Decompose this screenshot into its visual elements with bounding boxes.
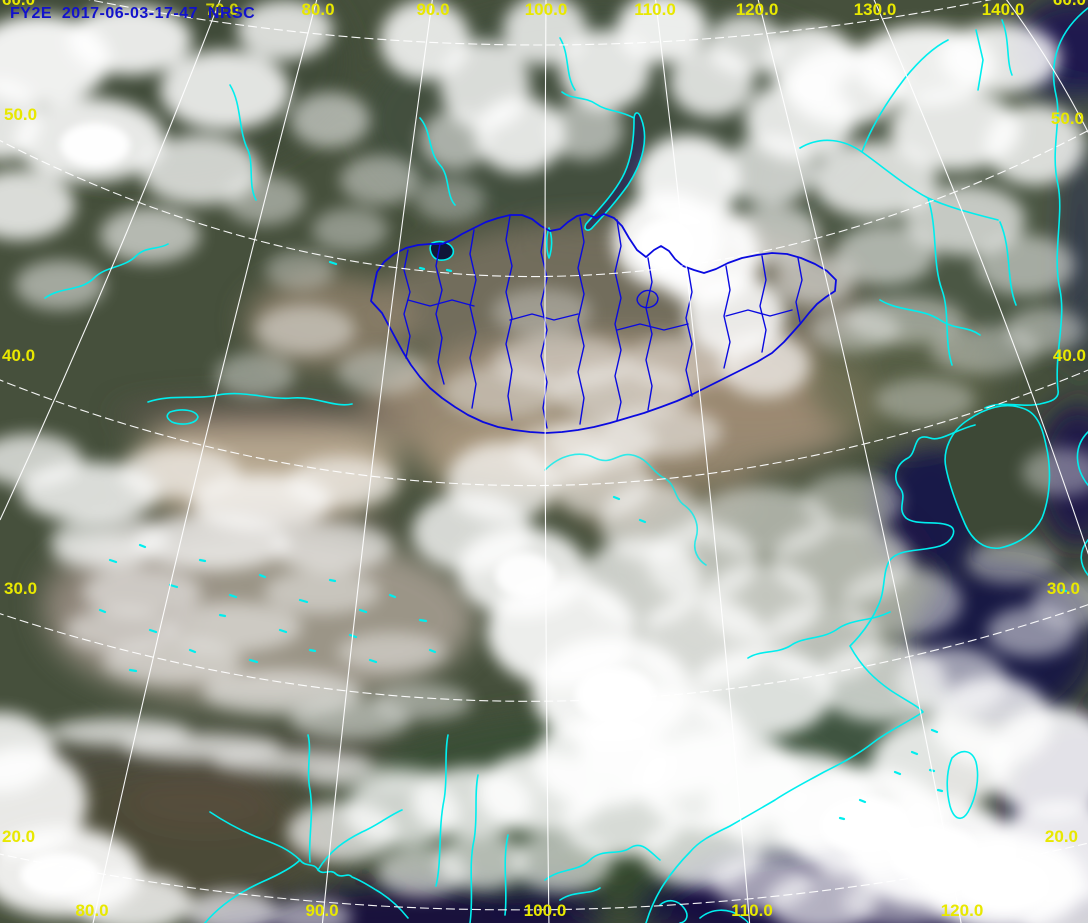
grid-label-top_longitudes-90.0: 90.0 [416,0,450,19]
grid-label-right_latitudes-40.0: 40.0 [1052,346,1086,365]
grid-label-bottom_longitudes-80.0: 80.0 [75,901,109,920]
grid-label-left_latitudes-30.0: 30.0 [4,579,38,598]
grid-label-top_longitudes-80.0: 80.0 [301,0,335,19]
mongolia-provinces [403,215,803,429]
border-layer [370,213,837,434]
grid-label-left_latitudes-20.0: 20.0 [2,827,36,846]
grid-label-right_latitudes-20.0: 20.0 [1044,827,1078,846]
grid-label-bottom_longitudes-90.0: 90.0 [305,901,339,920]
grid-label-right_latitudes-50.0: 50.0 [1050,109,1084,128]
grid-label-right_latitudes-60.0: 60.0 [1053,0,1086,9]
grid-label-bottom_longitudes-120.0: 120.0 [940,901,984,920]
grid-label-left_latitudes-40.0: 40.0 [2,346,36,365]
grid-label-left_latitudes-50.0: 50.0 [4,105,38,124]
korea-peninsula [945,405,1050,549]
grid-label-top_longitudes-120.0: 120.0 [735,0,779,19]
grid-label-bottom_longitudes-110.0: 110.0 [731,901,773,920]
grid-label-left_latitudes-60.0: 60.0 [2,0,35,9]
coastline-layer [44,7,1088,923]
grid-label-top_longitudes-140.0: 140.0 [981,0,1025,19]
mongolia-outline [370,213,837,434]
grid-label-top_longitudes-110.0: 110.0 [634,0,676,19]
grid-label-top_longitudes-100.0: 100.0 [524,0,568,19]
grid-label-top_longitudes-70.0: 70.0 [205,0,239,19]
grid-label-top_longitudes-130.0: 130.0 [853,0,897,19]
grid-label-right_latitudes-30.0: 30.0 [1046,579,1080,598]
image-annotation-title: FY2E 2017-06-03-17-47 NRSC [10,5,256,22]
grid-label-bottom_longitudes-100.0: 100.0 [523,901,567,920]
